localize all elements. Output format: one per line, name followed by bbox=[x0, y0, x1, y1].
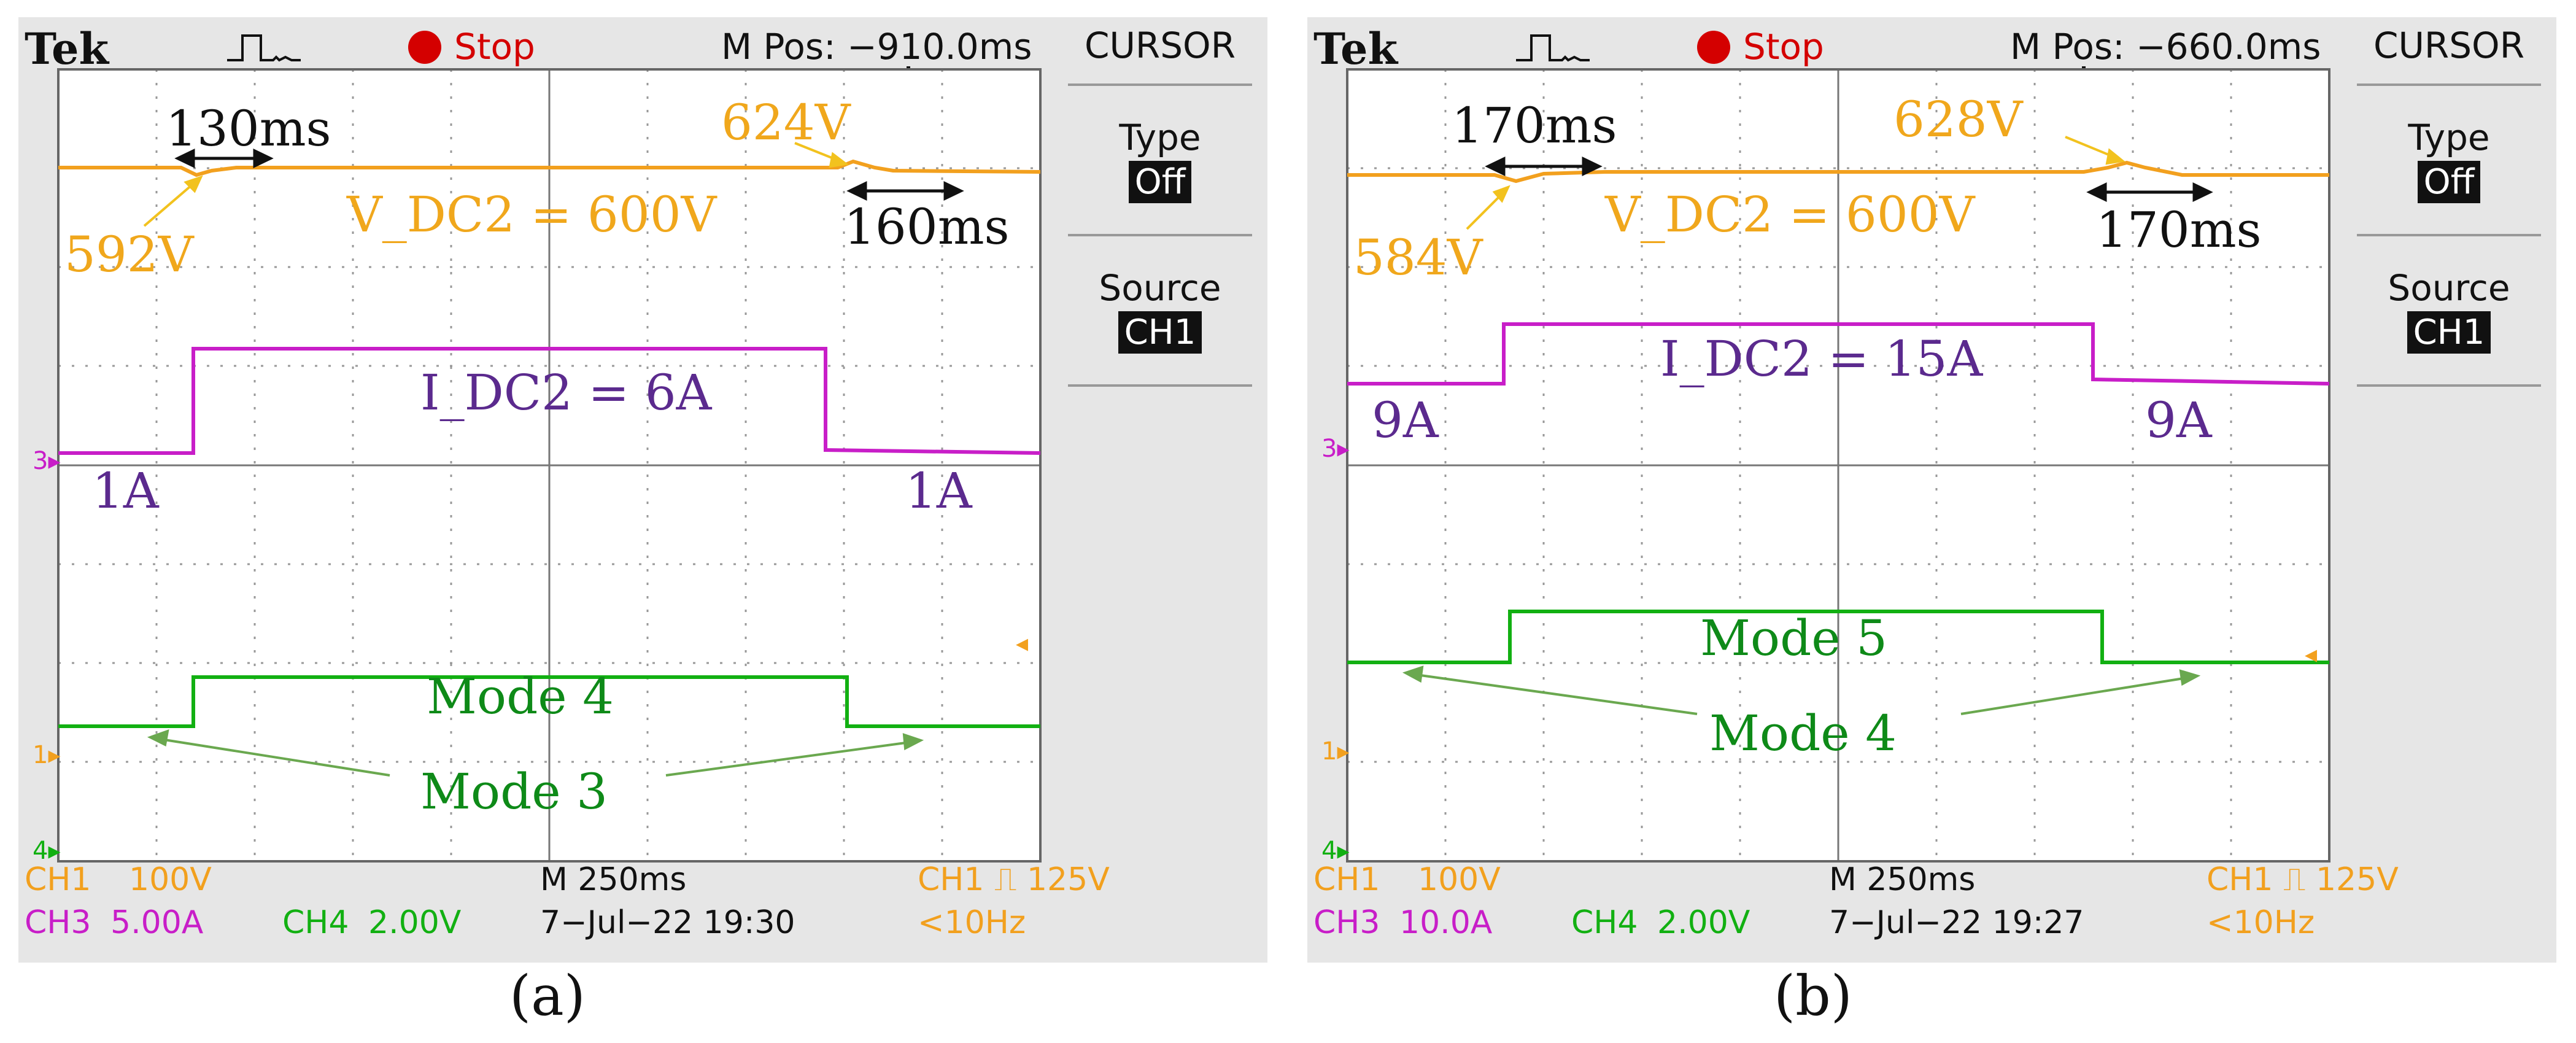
trigger-setting: CH1 ⎍ 125V bbox=[2207, 861, 2399, 898]
mode-low-label: Mode 3 bbox=[420, 763, 608, 820]
ch1-ground-marker: 1▸ bbox=[33, 741, 61, 769]
datetime: 7−Jul−22 19:27 bbox=[1829, 904, 2084, 941]
idc-label: I_DC2 = 6A bbox=[420, 364, 712, 421]
ch4-ground-marker: 4▸ bbox=[1321, 837, 1350, 865]
ch1-scale: 100V bbox=[129, 861, 212, 898]
voltage-peak-label: 628V bbox=[1893, 91, 2023, 148]
ch4-trace bbox=[1347, 610, 2329, 664]
stop-icon bbox=[408, 31, 441, 64]
stop-icon bbox=[1697, 31, 1730, 64]
type-label: Type bbox=[1119, 117, 1201, 158]
graticule: 3▸ 1▸ 4▸ ◂ 130ms 624V 592V V_DC2 = 600V … bbox=[33, 68, 1042, 865]
current-low-left-label: 9A bbox=[1372, 392, 1439, 449]
ch4-trace bbox=[58, 675, 1040, 728]
m-position-readout: M Pos: −660.0ms bbox=[2010, 26, 2321, 68]
current-low-right-label: 1A bbox=[905, 462, 972, 519]
trigger-level-marker: ◂ bbox=[2305, 640, 2318, 669]
mode-high-label: Mode 4 bbox=[427, 668, 614, 725]
menu-title: CURSOR bbox=[1084, 25, 1236, 66]
source-value-button[interactable]: CH1 bbox=[1118, 311, 1202, 354]
source-value-button[interactable]: CH1 bbox=[2407, 311, 2491, 354]
duration-label-1: 130ms bbox=[166, 100, 331, 157]
current-low-right-label: 9A bbox=[2145, 392, 2212, 449]
ch1-trace bbox=[1347, 160, 2329, 184]
ch1-trace bbox=[58, 159, 1041, 177]
frequency-readout: <10Hz bbox=[2207, 904, 2315, 941]
run-status: Stop bbox=[1743, 26, 1824, 68]
timebase: M 250ms bbox=[540, 861, 687, 898]
ch3-trace bbox=[1347, 322, 2330, 386]
type-value-button[interactable]: Off bbox=[2417, 161, 2481, 203]
graticule-svg bbox=[1346, 68, 2330, 863]
trigger-waveform-icon bbox=[227, 34, 301, 62]
datetime: 7−Jul−22 19:30 bbox=[540, 904, 795, 941]
ch4-label: CH4 bbox=[282, 904, 349, 941]
ch4-scale: 2.00V bbox=[368, 904, 462, 941]
caption-b: (b) bbox=[1774, 964, 1852, 1028]
ch3-trace bbox=[58, 347, 1041, 455]
graticule-svg bbox=[57, 68, 1042, 863]
ch1-label: CH1 bbox=[25, 861, 91, 898]
current-low-left-label: 1A bbox=[92, 462, 159, 519]
ch4-ground-marker: 4▸ bbox=[33, 837, 61, 865]
ch4-scale: 2.00V bbox=[1657, 904, 1750, 941]
trigger-waveform-icon bbox=[1516, 34, 1590, 62]
ch3-ground-marker: 3▸ bbox=[33, 447, 61, 475]
source-label: Source bbox=[2388, 267, 2510, 309]
menu-title: CURSOR bbox=[2373, 25, 2525, 66]
oscilloscope-screen-a: Tek Stop M Pos: −910.0ms bbox=[18, 17, 1267, 963]
ch3-ground-marker: 3▸ bbox=[1321, 435, 1350, 463]
mode-low-label: Mode 4 bbox=[1709, 705, 1897, 762]
ch3-label: CH3 bbox=[1313, 904, 1380, 941]
cursor-menu: CURSOR Type Off Source CH1 bbox=[2351, 25, 2547, 387]
ch4-label: CH4 bbox=[1571, 904, 1638, 941]
trigger-level-marker: ◂ bbox=[1016, 629, 1029, 657]
brand-logo: Tek bbox=[1313, 23, 1398, 74]
ch3-label: CH3 bbox=[25, 904, 91, 941]
ch1-label: CH1 bbox=[1313, 861, 1380, 898]
voltage-dip-label: 592V bbox=[64, 226, 194, 283]
ch1-ground-marker: 1▸ bbox=[1321, 737, 1350, 766]
vdc-label: V_DC2 = 600V bbox=[1605, 186, 1975, 243]
type-value-button[interactable]: Off bbox=[1128, 161, 1192, 203]
ch3-scale: 10.0A bbox=[1399, 904, 1493, 941]
cursor-menu: CURSOR Type Off Source CH1 bbox=[1062, 25, 1258, 387]
m-position-readout: M Pos: −910.0ms bbox=[721, 26, 1032, 68]
duration-label-2: 160ms bbox=[844, 198, 1010, 255]
idc-label: I_DC2 = 15A bbox=[1660, 330, 1983, 387]
oscilloscope-screen-b: Tek Stop M Pos: −660.0ms bbox=[1307, 17, 2556, 963]
mode-high-label: Mode 5 bbox=[1700, 610, 1887, 667]
duration-label-2: 170ms bbox=[2096, 201, 2262, 258]
voltage-dip-label: 584V bbox=[1353, 229, 1483, 286]
ch1-scale: 100V bbox=[1418, 861, 1501, 898]
brand-logo: Tek bbox=[25, 23, 109, 74]
vdc-label: V_DC2 = 600V bbox=[347, 186, 717, 243]
frequency-readout: <10Hz bbox=[918, 904, 1026, 941]
duration-label-1: 170ms bbox=[1452, 97, 1617, 154]
graticule: 3▸ 1▸ 4▸ ◂ 170ms 628V 584V V_DC2 = 600V … bbox=[1321, 68, 2330, 865]
run-status: Stop bbox=[454, 26, 535, 68]
type-label: Type bbox=[2408, 117, 2490, 158]
trigger-setting: CH1 ⎍ 125V bbox=[918, 861, 1110, 898]
timebase: M 250ms bbox=[1829, 861, 1976, 898]
source-label: Source bbox=[1099, 267, 1221, 309]
caption-a: (a) bbox=[509, 964, 586, 1028]
ch3-scale: 5.00A bbox=[110, 904, 204, 941]
voltage-peak-label: 624V bbox=[721, 94, 851, 151]
